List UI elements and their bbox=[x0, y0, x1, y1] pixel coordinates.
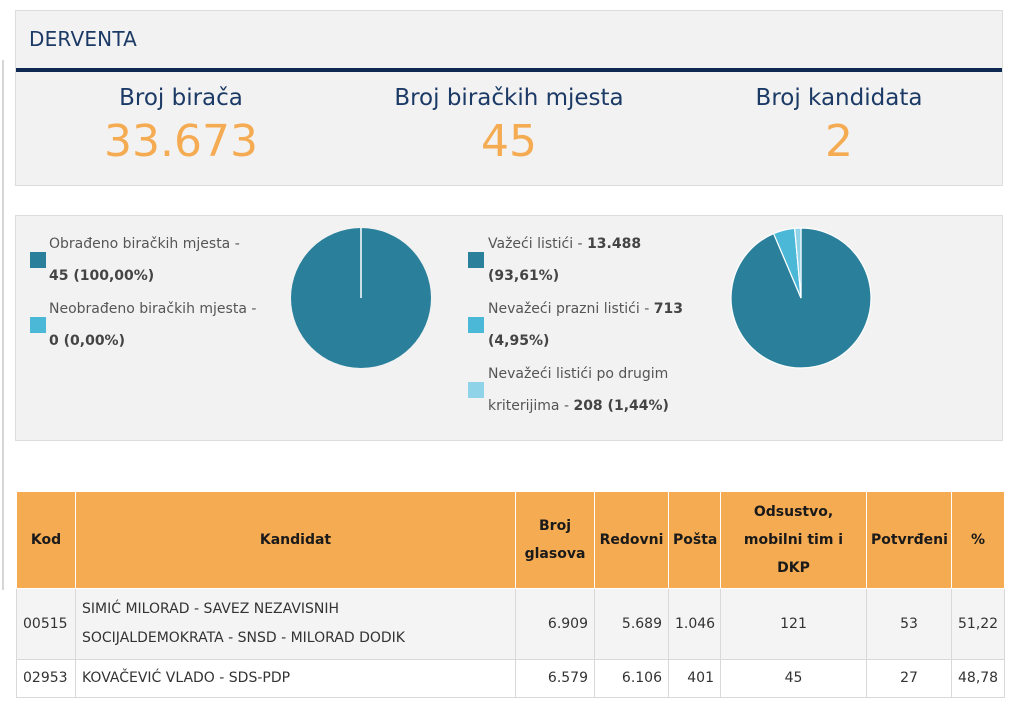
col-header-odsustvo[interactable]: Odsustvo, mobilni tim i DKP bbox=[720, 491, 867, 589]
stat-polling-stations-label: Broj biračkih mjesta bbox=[394, 85, 624, 111]
legend-invalid-other-text2: kriterijima - bbox=[488, 398, 569, 414]
cell-redovni: 5.689 bbox=[594, 588, 669, 660]
col-header-percent[interactable]: % bbox=[951, 491, 1005, 589]
ballots-pie-chart bbox=[730, 227, 872, 369]
cell-glasova: 6.909 bbox=[515, 588, 595, 660]
legend-processed-value: 45 (100,00%) bbox=[49, 268, 155, 284]
cell-posta: 1.046 bbox=[668, 588, 721, 660]
stat-voters-value: 33.673 bbox=[104, 116, 258, 167]
legend-valid-text: Važeći listići - bbox=[488, 236, 583, 252]
legend-swatch-processed bbox=[30, 252, 46, 268]
col-header-kod[interactable]: Kod bbox=[16, 491, 76, 589]
legend-processed-text: Obrađeno biračkih mjesta - bbox=[49, 236, 240, 252]
polling-stations-pie-chart bbox=[291, 228, 431, 368]
legend-invalid-empty-value: 713 bbox=[653, 301, 683, 317]
legend-unprocessed-value: 0 (0,00%) bbox=[49, 333, 125, 349]
col-header-odsustvo-line3: DKP bbox=[777, 560, 810, 576]
cell-potvrdeni: 27 bbox=[866, 659, 952, 698]
ballots-pie-slice-3[interactable] bbox=[794, 227, 802, 299]
legend-invalid-empty-text: Nevažeći prazni listići - bbox=[488, 301, 650, 317]
legend-invalid-empty-percent: (4,95%) bbox=[488, 333, 550, 349]
legend-valid: Važeći listići - 13.488 (93,61%) bbox=[488, 228, 641, 292]
stat-candidates-label: Broj kandidata bbox=[755, 85, 923, 111]
cell-kandidat: SIMIĆ MILORAD - SAVEZ NEZAVISNIH SOCIJAL… bbox=[75, 588, 516, 660]
stat-polling-stations-value: 45 bbox=[481, 116, 537, 167]
col-header-potvrdeni[interactable]: Potvrđeni bbox=[866, 491, 952, 589]
cell-kod: 02953 bbox=[16, 659, 76, 698]
cell-percent: 51,22 bbox=[951, 588, 1005, 660]
legend-swatch-valid bbox=[468, 252, 484, 268]
legend-swatch-invalid-empty bbox=[468, 317, 484, 333]
legend-processed: Obrađeno biračkih mjesta - 45 (100,00%) bbox=[49, 228, 240, 292]
legend-unprocessed: Neobrađeno biračkih mjesta - 0 (0,00%) bbox=[49, 293, 256, 357]
legend-swatch-unprocessed bbox=[30, 317, 46, 333]
table-row[interactable]: 02953 KOVAČEVIĆ VLADO - SDS-PDP 6.579 6.… bbox=[16, 659, 1005, 698]
legend-valid-value: 13.488 bbox=[587, 236, 642, 252]
municipality-title: DERVENTA bbox=[29, 27, 138, 51]
legend-swatch-invalid-other bbox=[468, 382, 484, 398]
cell-kandidat-line1: SIMIĆ MILORAD - SAVEZ NEZAVISNIH bbox=[82, 601, 340, 617]
title-underline bbox=[16, 68, 1002, 72]
table-header-row: Kod Kandidat Broj glasova Redovni Pošta … bbox=[16, 491, 1005, 589]
legend-invalid-empty: Nevažeći prazni listići - 713 (4,95%) bbox=[488, 293, 683, 357]
stat-polling-stations: Broj biračkih mjesta 45 bbox=[349, 85, 669, 165]
cell-kandidat: KOVAČEVIĆ VLADO - SDS-PDP bbox=[75, 659, 516, 698]
cell-percent: 48,78 bbox=[951, 659, 1005, 698]
table-row[interactable]: 00515 SIMIĆ MILORAD - SAVEZ NEZAVISNIH S… bbox=[16, 588, 1005, 660]
legend-invalid-other: Nevažeći listići po drugim kriterijima -… bbox=[488, 358, 669, 422]
cell-posta: 401 bbox=[668, 659, 721, 698]
stat-voters-label: Broj birača bbox=[119, 85, 243, 111]
legend-invalid-other-text: Nevažeći listići po drugim bbox=[488, 366, 669, 382]
cell-glasova: 6.579 bbox=[515, 659, 595, 698]
col-header-odsustvo-line1: Odsustvo, bbox=[753, 504, 834, 520]
cell-potvrdeni: 53 bbox=[866, 588, 952, 660]
cell-odsustvo: 121 bbox=[720, 588, 867, 660]
col-header-kandidat[interactable]: Kandidat bbox=[75, 491, 516, 589]
col-header-posta[interactable]: Pošta bbox=[668, 491, 721, 589]
summary-panel: DERVENTA Broj birača 33.673 Broj birački… bbox=[15, 10, 1003, 186]
cell-kod: 00515 bbox=[16, 588, 76, 660]
stat-candidates: Broj kandidata 2 bbox=[679, 85, 999, 165]
col-header-broj-line2: glasova bbox=[524, 546, 586, 562]
legend-invalid-other-value: 208 (1,44%) bbox=[573, 398, 669, 414]
charts-panel: Obrađeno biračkih mjesta - 45 (100,00%) … bbox=[15, 215, 1003, 441]
results-table: Kod Kandidat Broj glasova Redovni Pošta … bbox=[16, 491, 1005, 698]
col-header-odsustvo-line2: mobilni tim i bbox=[743, 532, 844, 548]
cell-odsustvo: 45 bbox=[720, 659, 867, 698]
legend-unprocessed-text: Neobrađeno biračkih mjesta - bbox=[49, 301, 257, 317]
cell-kandidat-line2: SOCIJALDEMOKRATA - SNSD - MILORAD DODIK bbox=[82, 630, 405, 646]
cell-redovni: 6.106 bbox=[594, 659, 669, 698]
col-header-redovni[interactable]: Redovni bbox=[594, 491, 669, 589]
left-divider bbox=[2, 60, 4, 590]
legend-valid-percent: (93,61%) bbox=[488, 268, 560, 284]
stat-candidates-value: 2 bbox=[825, 116, 853, 167]
stat-voters: Broj birača 33.673 bbox=[21, 85, 341, 165]
col-header-broj-line1: Broj bbox=[539, 518, 571, 534]
col-header-broj-glasova[interactable]: Broj glasova bbox=[515, 491, 595, 589]
